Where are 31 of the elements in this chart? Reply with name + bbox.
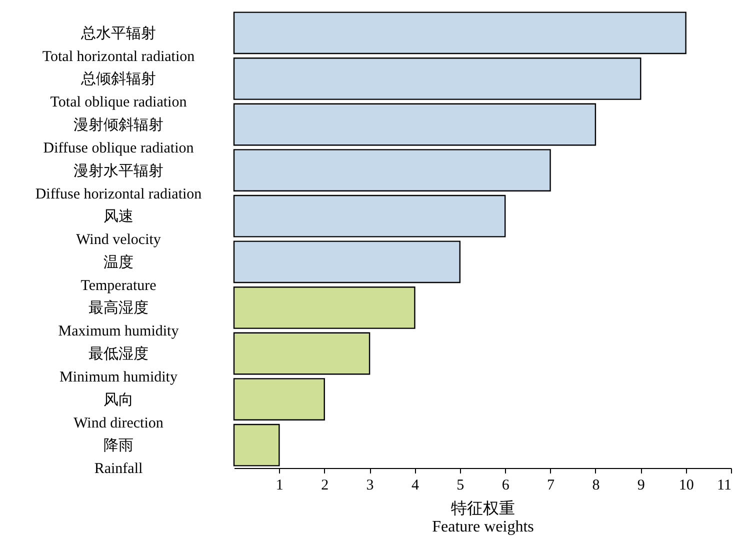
y-tick-label: 最低湿度 Minimum humidity	[60, 346, 178, 386]
y-tick-label: 总水平辐射 Total horizontal radiation	[42, 24, 196, 65]
x-tick-label: 2	[321, 478, 329, 494]
y-tick-label: 温度 Temperature	[80, 254, 157, 294]
x-tick-label: 6	[502, 478, 510, 494]
x-tick-label: 3	[366, 478, 374, 494]
x-tick-label: 10	[678, 478, 694, 494]
bar	[233, 57, 642, 100]
bar	[233, 332, 370, 375]
bar	[233, 194, 506, 238]
bar	[233, 378, 325, 421]
x-axis-title: 特征权重 Feature weights	[432, 500, 534, 536]
x-tick-label: 1	[276, 478, 284, 494]
bar	[233, 240, 461, 284]
bar	[233, 149, 551, 192]
y-tick-label: 最高湿度 Maximum humidity	[58, 300, 180, 340]
x-tick-label: 9	[637, 478, 645, 494]
bar	[233, 286, 416, 329]
bar	[233, 103, 596, 146]
y-tick-label: 降雨 Rainfall	[94, 437, 143, 478]
x-tick-label: 11	[717, 478, 732, 494]
y-tick-label: 总倾斜辐射 Total oblique radiation	[50, 70, 188, 111]
y-tick-label: 漫射倾斜辐射 Diffuse oblique radiation	[43, 116, 194, 156]
y-tick-label: 漫射水平辐射 Diffuse horizontal radiation	[35, 162, 202, 202]
x-tick-label: 4	[411, 478, 420, 494]
x-tick-label: 8	[592, 478, 600, 494]
y-tick-label: 风速 Wind velocity	[76, 208, 162, 248]
x-tick-label: 7	[547, 478, 556, 494]
bar	[233, 12, 686, 54]
x-tick-label: 5	[456, 478, 464, 494]
y-tick-label: 风向 Wind direction	[74, 391, 164, 432]
